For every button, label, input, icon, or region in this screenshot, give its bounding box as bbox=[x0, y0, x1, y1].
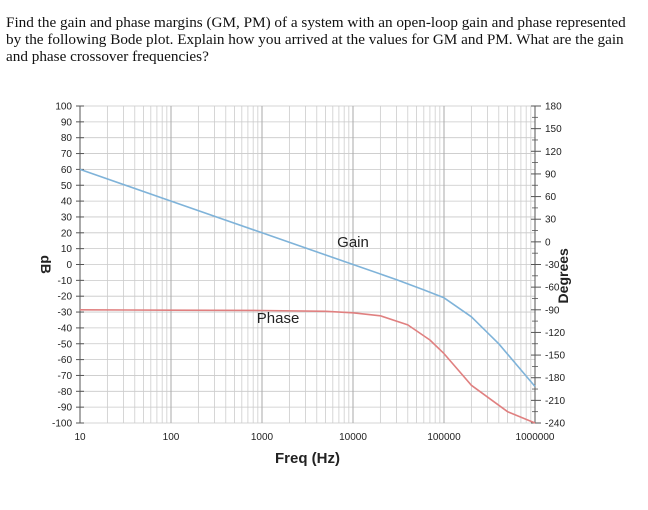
left-tick-label: -70 bbox=[58, 371, 73, 382]
left-tick-label: 80 bbox=[61, 133, 73, 144]
annotation-phase: Phase bbox=[257, 310, 300, 327]
annotation-gain: Gain bbox=[337, 234, 369, 251]
right-tick-label: 30 bbox=[545, 215, 557, 226]
left-tick-label: -40 bbox=[58, 323, 73, 334]
axis-labels: Gain Phase Freq (Hz) dB Degrees bbox=[38, 234, 571, 467]
left-tick-label: -90 bbox=[58, 403, 73, 414]
left-tick-label: 60 bbox=[61, 165, 73, 176]
x-tick-label: 10000 bbox=[339, 432, 367, 443]
left-axis-title: dB bbox=[38, 255, 54, 274]
plot-curves bbox=[79, 168, 536, 424]
right-tick-label: -210 bbox=[545, 396, 565, 407]
left-tick-label: -50 bbox=[58, 339, 73, 350]
left-tick-label: 10 bbox=[61, 244, 73, 255]
x-tick-label: 100000 bbox=[427, 432, 461, 443]
right-tick-label: 150 bbox=[545, 124, 562, 135]
left-tick-label: -10 bbox=[58, 276, 73, 287]
phase-curve bbox=[79, 308, 536, 424]
x-tick-label: 100 bbox=[163, 432, 180, 443]
right-axis-title: Degrees bbox=[555, 248, 571, 303]
left-tick-label: -60 bbox=[58, 355, 73, 366]
right-tick-label: -180 bbox=[545, 373, 565, 384]
x-tick-label: 10 bbox=[74, 432, 86, 443]
gain-curve bbox=[79, 168, 536, 388]
x-axis-title: Freq (Hz) bbox=[275, 450, 340, 467]
left-tick-label: 0 bbox=[66, 260, 72, 271]
right-tick-label: -90 bbox=[545, 305, 560, 316]
left-tick-label: 100 bbox=[55, 102, 72, 113]
x-tick-label: 1000000 bbox=[516, 432, 555, 443]
left-tick-label: 20 bbox=[61, 228, 73, 239]
right-tick-label: -60 bbox=[545, 283, 560, 294]
left-tick-label: -100 bbox=[52, 419, 72, 430]
right-tick-label: 180 bbox=[545, 102, 562, 113]
right-tick-label: -30 bbox=[545, 260, 560, 271]
left-tick-label: -20 bbox=[58, 292, 73, 303]
right-tick-label: -240 bbox=[545, 419, 565, 430]
left-tick-label: -80 bbox=[58, 387, 73, 398]
right-tick-label: 90 bbox=[545, 169, 557, 180]
left-tick-label: -30 bbox=[58, 308, 73, 319]
right-tick-label: 60 bbox=[545, 192, 557, 203]
plot-grid bbox=[79, 105, 536, 424]
right-tick-label: -120 bbox=[545, 328, 565, 339]
question-text: Find the gain and phase margins (GM, PM)… bbox=[6, 14, 626, 65]
left-tick-label: 40 bbox=[61, 197, 73, 208]
left-tick-label: 30 bbox=[61, 212, 73, 223]
right-tick-label: 0 bbox=[545, 237, 551, 248]
axis-ticks: 1009080706050403020100-10-20-30-40-50-60… bbox=[52, 102, 565, 444]
right-tick-label: -150 bbox=[545, 351, 565, 362]
left-tick-label: 70 bbox=[61, 149, 73, 160]
left-tick-label: 90 bbox=[61, 117, 73, 128]
left-tick-label: 50 bbox=[61, 181, 73, 192]
right-tick-label: 120 bbox=[545, 147, 562, 158]
x-tick-label: 1000 bbox=[251, 432, 274, 443]
